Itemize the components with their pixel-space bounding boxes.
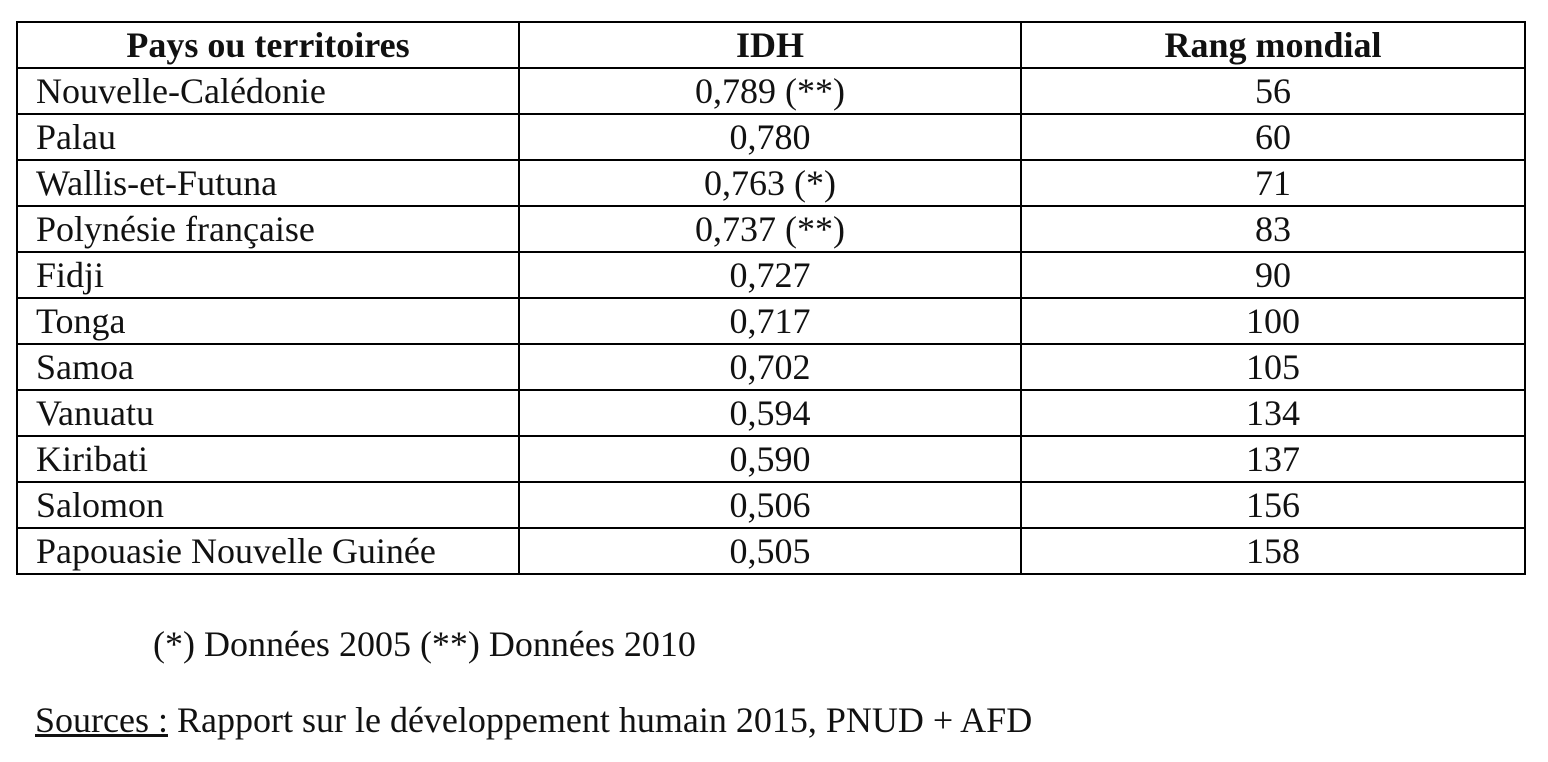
cell-country: Polynésie française — [16, 205, 520, 253]
table-row: Fidji 0,727 90 — [16, 251, 1526, 299]
table-header-row: Pays ou territoires IDH Rang mondial — [16, 21, 1526, 69]
table-row: Salomon 0,506 156 — [16, 481, 1526, 529]
cell-rank: 83 — [1020, 205, 1526, 253]
header-country: Pays ou territoires — [16, 21, 520, 69]
cell-country: Samoa — [16, 343, 520, 391]
table-row: Vanuatu 0,594 134 — [16, 389, 1526, 437]
cell-rank: 100 — [1020, 297, 1526, 345]
table-row: Kiribati 0,590 137 — [16, 435, 1526, 483]
idh-table: Pays ou territoires IDH Rang mondial Nou… — [16, 21, 1526, 575]
cell-idh: 0,727 — [518, 251, 1022, 299]
cell-rank: 156 — [1020, 481, 1526, 529]
cell-idh: 0,506 — [518, 481, 1022, 529]
cell-idh: 0,717 — [518, 297, 1022, 345]
cell-idh: 0,780 — [518, 113, 1022, 161]
cell-rank: 90 — [1020, 251, 1526, 299]
table-row: Papouasie Nouvelle Guinée 0,505 158 — [16, 527, 1526, 575]
cell-idh: 0,702 — [518, 343, 1022, 391]
table-row: Polynésie française 0,737 (**) 83 — [16, 205, 1526, 253]
cell-country: Salomon — [16, 481, 520, 529]
table-row: Palau 0,780 60 — [16, 113, 1526, 161]
cell-idh: 0,594 — [518, 389, 1022, 437]
sources-label: Sources : — [35, 700, 168, 740]
cell-country: Fidji — [16, 251, 520, 299]
cell-idh: 0,505 — [518, 527, 1022, 575]
cell-rank: 71 — [1020, 159, 1526, 207]
cell-idh: 0,590 — [518, 435, 1022, 483]
cell-country: Papouasie Nouvelle Guinée — [16, 527, 520, 575]
cell-country: Wallis-et-Futuna — [16, 159, 520, 207]
sources-text: Rapport sur le développement humain 2015… — [167, 700, 1033, 740]
footnote: (*) Données 2005 (**) Données 2010 — [153, 624, 696, 664]
cell-idh: 0,737 (**) — [518, 205, 1022, 253]
cell-idh: 0,763 (*) — [518, 159, 1022, 207]
cell-country: Vanuatu — [16, 389, 520, 437]
cell-country: Palau — [16, 113, 520, 161]
table-row: Tonga 0,717 100 — [16, 297, 1526, 345]
table-row: Wallis-et-Futuna 0,763 (*) 71 — [16, 159, 1526, 207]
cell-idh: 0,789 (**) — [518, 67, 1022, 115]
cell-country: Kiribati — [16, 435, 520, 483]
cell-rank: 137 — [1020, 435, 1526, 483]
cell-rank: 105 — [1020, 343, 1526, 391]
header-rank: Rang mondial — [1020, 21, 1526, 69]
cell-country: Nouvelle-Calédonie — [16, 67, 520, 115]
cell-country: Tonga — [16, 297, 520, 345]
table-row: Samoa 0,702 105 — [16, 343, 1526, 391]
cell-rank: 56 — [1020, 67, 1526, 115]
cell-rank: 134 — [1020, 389, 1526, 437]
table-row: Nouvelle-Calédonie 0,789 (**) 56 — [16, 67, 1526, 115]
cell-rank: 158 — [1020, 527, 1526, 575]
sources-line: Sources : Rapport sur le développement h… — [35, 698, 1032, 742]
table-body: Nouvelle-Calédonie 0,789 (**) 56 Palau 0,780… — [16, 67, 1526, 575]
cell-rank: 60 — [1020, 113, 1526, 161]
header-idh: IDH — [518, 21, 1022, 69]
